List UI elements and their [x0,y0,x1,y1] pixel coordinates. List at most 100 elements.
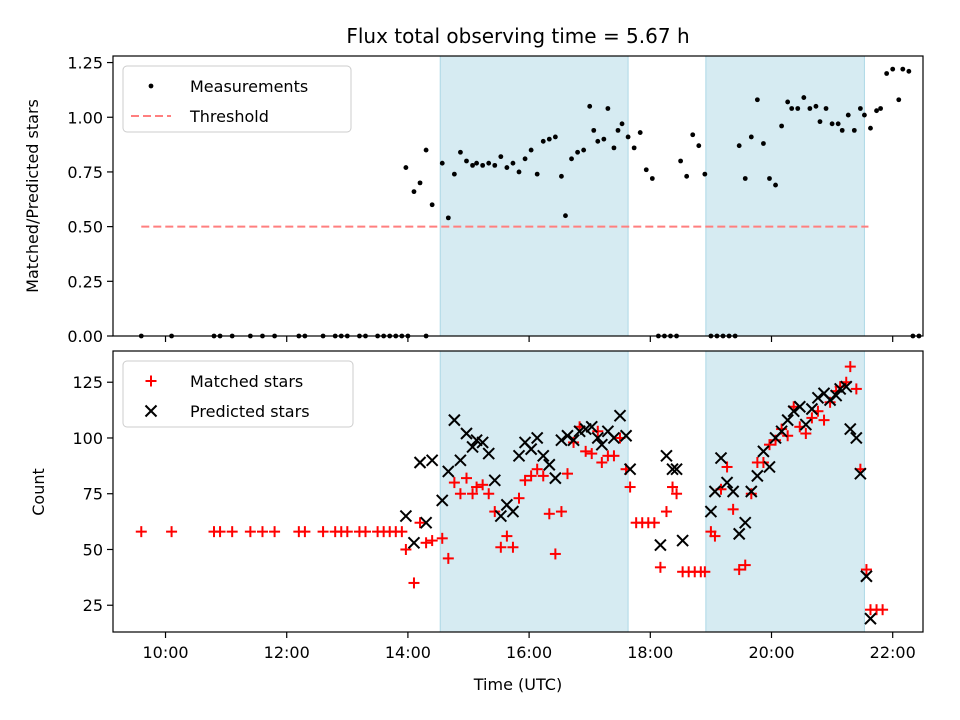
measurement-point [423,147,429,153]
predicted-star-marker [793,400,806,413]
measurement-point [789,106,795,111]
predicted-star-marker [506,505,520,518]
predicted-star-marker [419,516,433,529]
matched-star-marker [408,577,420,589]
y-tick-label: 1.25 [67,54,103,73]
matched-star-marker [818,414,830,426]
bottom-y-axis-label: Count [29,468,48,516]
measurement-point [474,160,479,166]
matched-star-marker [782,430,794,442]
measurement-point [878,106,883,111]
predicted-star-marker [436,494,449,507]
matched-star-marker [467,488,479,500]
measurement-point [458,149,463,155]
measurement-point [601,136,607,142]
bottom-legend: Matched stars Predicted stars [122,360,354,428]
matched-star-marker [608,450,620,462]
predicted-star-marker [466,440,479,454]
predicted-star-marker [512,449,526,463]
predicted-star-marker [676,534,689,547]
predicted-star-marker [619,429,633,442]
matched-star-marker [135,526,147,538]
measurement-point [900,66,906,72]
matched-star-marker [877,604,889,616]
x-tick-label: 12:00 [264,643,310,662]
legend-label: Measurements [190,77,308,96]
predicted-star-marker [844,422,857,436]
observing-window-shading [439,55,865,337]
matched-star-marker [400,543,412,555]
matched-star-marker [519,474,531,486]
matched-star-marker [145,375,157,387]
matched-star-marker [359,526,371,538]
predicted-star-marker [591,431,604,445]
matched-star-marker [537,470,549,482]
measurement-point [403,165,409,170]
matched-star-marker [757,457,769,469]
measurement-point [678,158,684,164]
measurement-point [445,215,451,221]
measurement-point [754,97,760,103]
predicted-star-marker [476,436,489,449]
predicted-star-marker [745,485,758,498]
matched-star-marker [568,436,580,448]
predicted-star-marker [530,431,544,445]
legend-label: Matched stars [190,372,303,391]
measurement-point [649,176,655,181]
predicted-star-marker [714,451,728,465]
predicted-star-marker [670,462,683,476]
measurement-point [605,106,611,111]
predicted-star-marker [399,509,413,523]
predicted-star-marker [811,391,825,405]
predicted-star-marker [708,485,722,498]
measurement-point [510,160,516,166]
matched-star-marker [396,526,408,538]
top-axes-frame [112,55,924,337]
measurement-point [884,71,890,76]
predicted-star-marker [585,420,598,434]
measurement-point [801,95,807,100]
matched-star-marker [507,541,519,553]
measurement-point [528,147,534,153]
predicted-star-marker [549,471,562,485]
y-tick-label: 0.75 [67,163,103,182]
measurement-point [587,103,593,109]
predicted-star-marker [607,431,621,445]
predicted-star-marker [413,456,427,469]
x-tick-label: 20:00 [748,643,794,662]
predicted-star-marker [850,431,863,445]
matched-star-marker [543,508,555,520]
legend-label: Threshold [189,107,269,126]
predicted-star-marker [555,433,568,447]
predicted-star-marker [787,405,800,418]
matched-star-marker [460,472,472,484]
predicted-star-marker [720,476,734,489]
predicted-star-marker [726,485,740,498]
x-tick-label: 14:00 [385,643,431,662]
measurement-point [857,106,863,111]
predicted-star-marker [442,465,455,478]
x-axis-label: Time (UTC) [473,675,562,694]
predicted-star-marker [751,469,764,483]
chart-title: Flux total observing time = 5.67 h [346,24,689,48]
matched-star-marker [489,506,501,518]
predicted-star-marker [775,425,788,438]
measurement-point [546,136,552,142]
matched-star-marker [624,481,636,493]
predicted-star-marker [829,389,843,402]
predicted-star-marker [864,612,877,625]
predicted-star-marker [763,460,776,474]
predicted-star-marker [407,536,421,550]
measurement-point [480,162,486,168]
top-y-ticks: 0.00 0.25 0.50 0.75 1.00 1.25 [67,54,113,346]
measurement-point [761,141,766,146]
predicted-star-marker [666,462,679,476]
predicted-star-marker [567,433,580,447]
predicted-star-marker [488,474,501,487]
matched-star-marker [226,526,238,538]
matched-star-marker [721,461,733,473]
matched-star-marker [317,526,329,538]
matched-star-marker [699,566,711,578]
measurement-point [611,145,617,151]
y-tick-label: 125 [72,373,103,392]
